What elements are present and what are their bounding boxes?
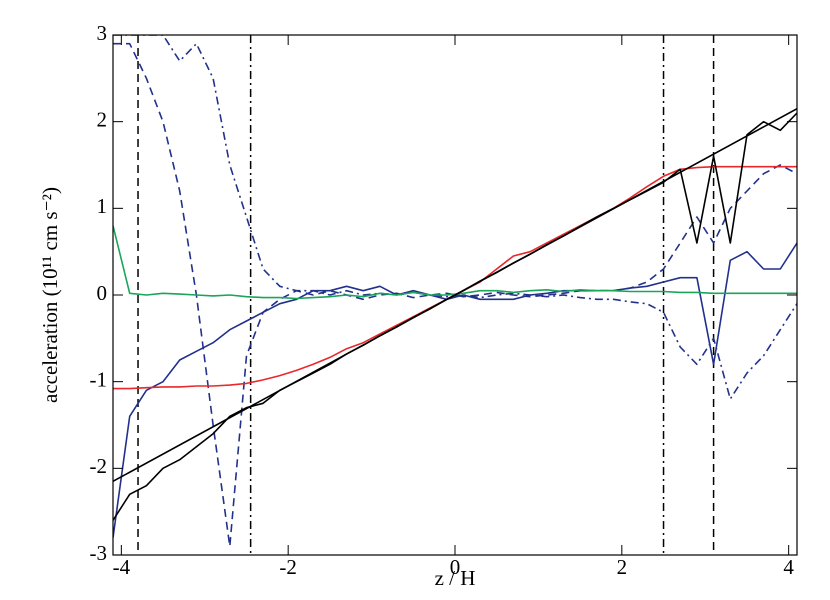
x-axis-label: z / H [435,566,476,590]
y-tick-label: 3 [97,21,108,45]
x-tick-label: 2 [617,555,628,579]
data-line [113,225,797,300]
y-axis-label: acceleration (10¹¹ cm s⁻²) [38,187,62,403]
data-line [113,112,797,521]
x-tick-label: -4 [113,555,131,579]
y-tick-label: -1 [90,367,108,391]
y-tick-label: 0 [97,281,108,305]
plot-area [113,35,797,555]
y-tick-label: -2 [90,454,108,478]
x-tick-label: 0 [450,555,461,579]
y-tick-label: 2 [97,107,108,131]
x-tick-label: 4 [783,555,794,579]
data-line [113,35,797,400]
y-tick-label: -3 [90,541,108,565]
y-tick-label: 1 [97,194,108,218]
data-line [113,242,797,538]
x-tick-label: -2 [279,555,297,579]
data-line [113,42,797,548]
data-line [113,107,797,483]
